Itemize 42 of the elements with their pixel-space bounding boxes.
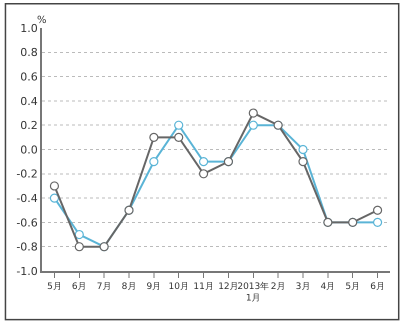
x-tick-label: 11月 xyxy=(193,282,214,292)
point xyxy=(74,230,84,240)
point xyxy=(174,132,184,142)
x-tick-label: 9月 xyxy=(146,282,162,292)
point xyxy=(174,120,184,130)
y-tick-label: -0.6 xyxy=(16,216,38,230)
x-tick-label: 6月 xyxy=(370,282,385,292)
point xyxy=(149,157,158,166)
x-tick-label: 5月 xyxy=(47,282,62,292)
x-tick-label: 3月 xyxy=(296,282,310,292)
point xyxy=(50,194,60,203)
y-tick-label: 0.6 xyxy=(20,70,38,84)
point xyxy=(198,157,208,166)
y-tick-label: -0.2 xyxy=(16,168,38,181)
x-tick-label: 12月 xyxy=(218,282,239,292)
y-tick-label: -0.4 xyxy=(16,192,38,205)
point xyxy=(50,181,60,191)
x-tick-label: 4月 xyxy=(320,282,336,292)
y-tick-label: 1.0 xyxy=(20,22,38,35)
y-tick-label: 0.2 xyxy=(20,119,38,132)
x-tick-label: 5月 xyxy=(345,282,360,292)
point xyxy=(248,108,258,118)
y-tick-label: -1.0 xyxy=(16,264,38,278)
x-tick-label: 2月 xyxy=(270,282,286,292)
point xyxy=(74,242,84,252)
point xyxy=(372,218,382,227)
point xyxy=(298,157,308,166)
point xyxy=(248,120,258,130)
x-tick-label: 8月 xyxy=(122,282,136,292)
y-tick-label: 0.0 xyxy=(20,143,38,156)
y-axis-title: % xyxy=(37,15,47,26)
x-tick-label: 7月 xyxy=(96,282,112,292)
point xyxy=(198,169,208,178)
x-tick-label: 6月 xyxy=(72,282,87,292)
x-tick-label: 10月 xyxy=(168,282,189,292)
x-tick-label: 2013年 1月 xyxy=(237,280,270,304)
y-tick-label: 0.8 xyxy=(20,46,38,60)
point xyxy=(298,144,308,154)
y-tick-label: -0.8 xyxy=(16,240,38,254)
y-tick-label: 0.4 xyxy=(20,94,38,108)
point xyxy=(372,206,382,215)
point xyxy=(149,132,158,142)
